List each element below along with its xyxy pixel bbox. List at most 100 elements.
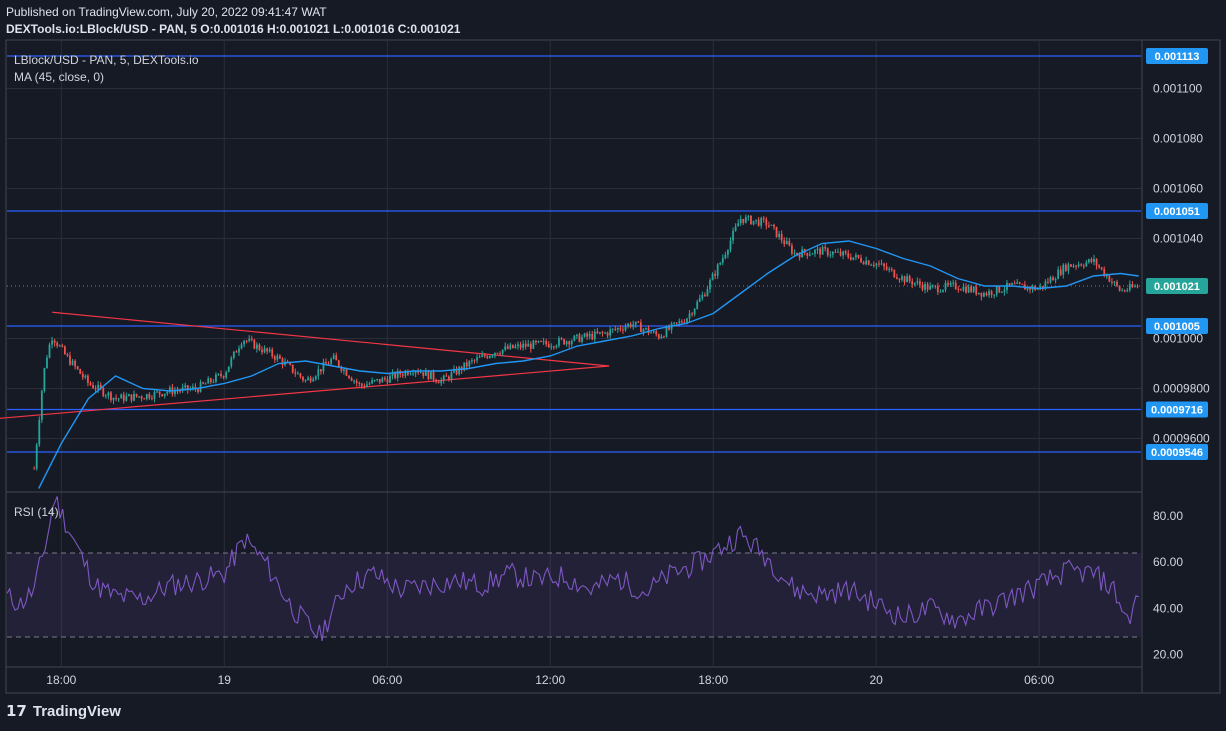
candle-body	[545, 341, 548, 345]
candle-body	[629, 323, 632, 327]
candle-body	[793, 252, 796, 254]
candle-body	[888, 268, 891, 270]
candle-body	[53, 340, 56, 343]
candle-body	[291, 364, 294, 373]
candle-body	[1090, 259, 1093, 262]
candle-body	[225, 372, 228, 378]
candle-body	[683, 322, 686, 324]
time-axis-label: 06:00	[372, 673, 402, 687]
candle-body	[714, 273, 717, 276]
candle-body	[529, 343, 532, 349]
candle-body	[46, 357, 48, 369]
candle-body	[627, 323, 629, 327]
tradingview-logo-icon: 17	[6, 702, 27, 720]
candle-body	[89, 382, 92, 386]
candle-body	[166, 392, 169, 394]
candle-body	[1064, 264, 1067, 271]
legend-ma: MA (45, close, 0)	[14, 70, 104, 84]
candle-body	[273, 356, 276, 360]
candle-body	[92, 385, 94, 389]
candle-body	[143, 398, 146, 400]
time-axis-label: 12:00	[535, 673, 565, 687]
candle-body	[271, 349, 274, 357]
candle-body	[422, 372, 425, 376]
candle-body	[110, 392, 112, 401]
candle-body	[1059, 269, 1062, 275]
candle-body	[58, 345, 61, 347]
candle-body	[709, 280, 711, 290]
candle-body	[727, 250, 729, 255]
candle-body	[535, 340, 537, 343]
candle-body	[317, 369, 320, 377]
candle-body	[184, 385, 187, 388]
candle-body	[747, 215, 750, 218]
candle-body	[757, 219, 760, 226]
candle-body	[253, 339, 256, 349]
tradingview-footer[interactable]: 17 TradingView	[6, 702, 121, 720]
candle-body	[1041, 286, 1044, 288]
candle-body	[473, 360, 476, 362]
candle-body	[668, 327, 670, 330]
candle-body	[1039, 286, 1042, 289]
candle-body	[509, 344, 512, 349]
last-price-tag-bg	[1146, 278, 1208, 294]
candle-body	[117, 398, 120, 400]
candle-body	[279, 355, 281, 359]
candle-body	[238, 348, 240, 353]
candle-body	[552, 346, 555, 348]
candle-body	[1067, 264, 1070, 271]
candle-body	[1057, 269, 1060, 279]
candle-body	[762, 218, 765, 220]
candle-body	[340, 366, 343, 371]
candles	[33, 214, 1139, 471]
candle-body	[381, 377, 384, 383]
candle-body	[995, 286, 998, 295]
candle-body	[1126, 290, 1129, 292]
candle-body	[1111, 281, 1113, 283]
candle-body	[1070, 264, 1072, 267]
candle-body	[458, 367, 461, 375]
candle-body	[268, 349, 271, 352]
candle-body	[33, 468, 36, 470]
candle-body	[227, 366, 230, 373]
candle-body	[770, 224, 773, 226]
candle-body	[1113, 281, 1116, 283]
candle-body	[663, 336, 665, 338]
candle-body	[831, 251, 834, 255]
candle-body	[691, 313, 693, 315]
candle-body	[634, 321, 637, 325]
candle-body	[819, 248, 821, 255]
candle-body	[611, 328, 614, 330]
candle-body	[524, 343, 527, 347]
candle-body	[865, 260, 868, 265]
candle-body	[412, 373, 414, 375]
candle-body	[657, 334, 660, 339]
candle-body	[767, 225, 770, 227]
candle-body	[151, 398, 153, 400]
candle-body	[586, 333, 589, 337]
candle-body	[639, 322, 642, 332]
candle-body	[942, 289, 944, 292]
candle-body	[40, 390, 43, 420]
candle-body	[299, 373, 302, 377]
candle-body	[432, 371, 435, 380]
candle-body	[895, 277, 898, 279]
candle-body	[936, 285, 939, 293]
level-tag: 0.001005	[1154, 321, 1200, 333]
candle-body	[266, 348, 269, 352]
candle-body	[153, 391, 156, 399]
candle-body	[1105, 275, 1108, 277]
candle-body	[235, 351, 238, 353]
candle-body	[1080, 264, 1083, 266]
candle-body	[632, 324, 635, 327]
candle-body	[245, 340, 248, 342]
candle-body	[675, 322, 678, 324]
candle-body	[919, 281, 921, 285]
candle-body	[1136, 286, 1139, 288]
candle-body	[913, 282, 916, 285]
candle-body	[243, 340, 245, 345]
candle-body	[409, 373, 412, 375]
candle-body	[102, 388, 105, 396]
candle-body	[373, 379, 376, 381]
